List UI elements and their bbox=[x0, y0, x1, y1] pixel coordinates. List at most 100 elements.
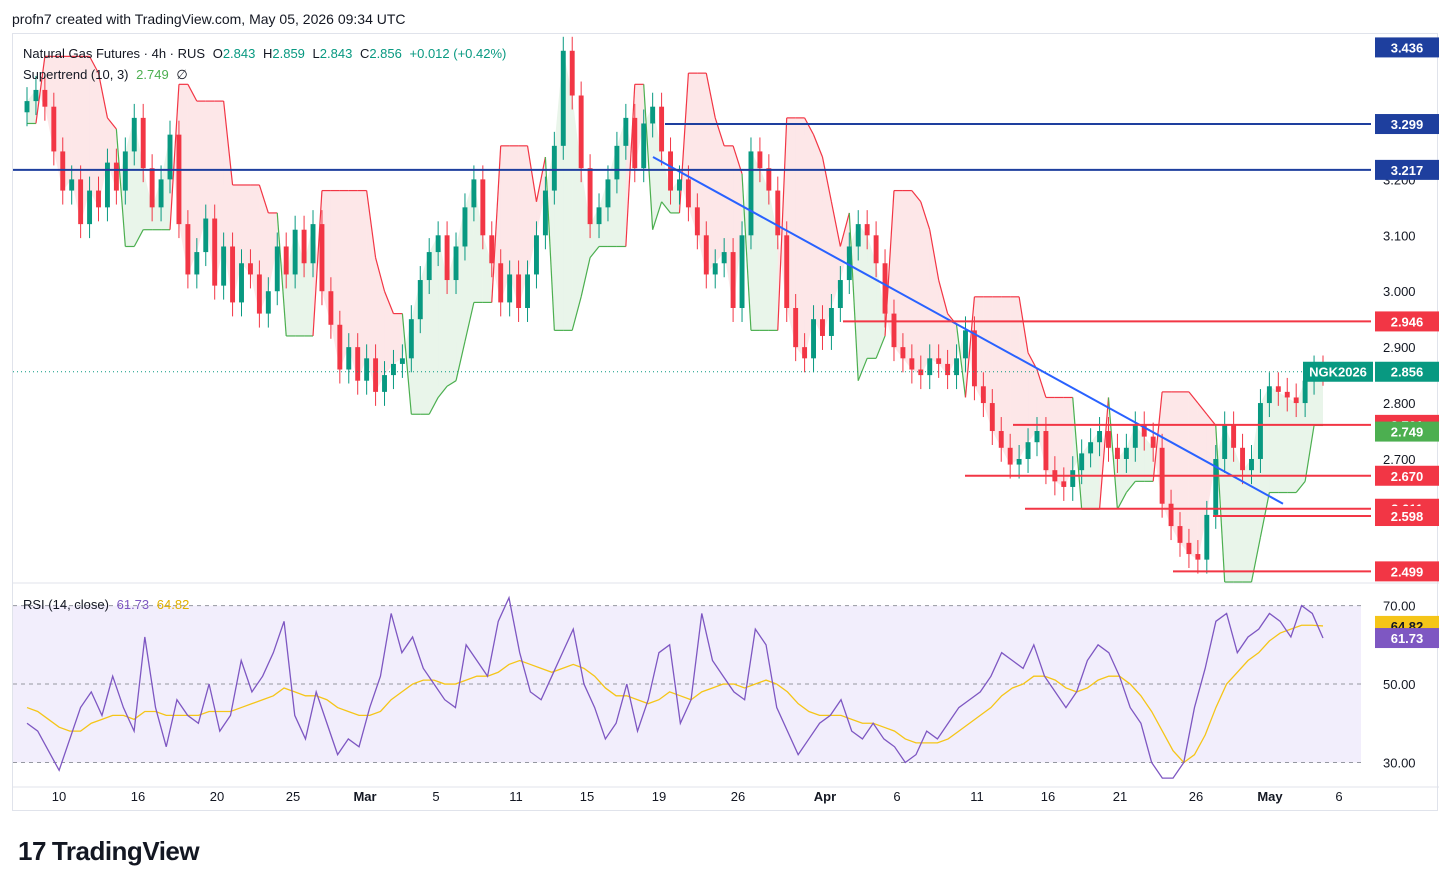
supertrend-line bbox=[812, 134, 824, 158]
time-tick-label: 16 bbox=[1041, 789, 1055, 804]
candle bbox=[685, 179, 691, 208]
candle bbox=[837, 280, 843, 308]
supertrend-fill bbox=[822, 157, 832, 336]
candle bbox=[1249, 458, 1254, 471]
candle bbox=[918, 369, 924, 376]
supertrend-fill bbox=[473, 179, 483, 303]
supertrend-line bbox=[383, 291, 395, 314]
candle bbox=[873, 235, 879, 264]
supertrend-extra: ∅ bbox=[176, 67, 188, 82]
supertrend-legend[interactable]: Supertrend (10, 3) 2.749 ∅ bbox=[23, 67, 192, 83]
supertrend-line bbox=[276, 212, 287, 337]
low-label: L bbox=[312, 46, 320, 61]
candle bbox=[96, 190, 101, 208]
candle bbox=[739, 235, 745, 308]
candle bbox=[900, 347, 906, 359]
close-label: C bbox=[359, 46, 370, 61]
price-badge bbox=[1375, 561, 1439, 582]
candle bbox=[551, 145, 557, 191]
candle bbox=[507, 274, 513, 303]
candle bbox=[596, 207, 602, 225]
candle bbox=[33, 89, 39, 102]
candle bbox=[1240, 447, 1246, 471]
time-tick-label: 21 bbox=[1113, 789, 1127, 804]
supertrend-fill bbox=[1019, 296, 1029, 459]
candle bbox=[239, 263, 244, 303]
rsi-legend[interactable]: RSI (14, close) 61.73 64.82 bbox=[23, 597, 193, 612]
supertrend-line bbox=[821, 156, 833, 202]
candle bbox=[426, 252, 432, 281]
time-tick-label: 26 bbox=[1189, 789, 1203, 804]
symbol-legend[interactable]: Natural Gas Futures · 4h · RUS O2.843 H2… bbox=[23, 46, 510, 61]
symbol-title: Natural Gas Futures · 4h · RUS bbox=[23, 46, 206, 61]
supertrend-line bbox=[911, 190, 922, 203]
supertrend-fill bbox=[1242, 458, 1252, 582]
candle bbox=[1293, 397, 1299, 404]
candle bbox=[980, 386, 986, 404]
candle bbox=[1007, 447, 1013, 465]
supertrend-label: Supertrend (10, 3) bbox=[23, 67, 129, 82]
price-chart[interactable]: 2.7002.8002.9003.0003.1003.20030.0050.00… bbox=[13, 34, 1439, 812]
time-tick-label: 5 bbox=[432, 789, 439, 804]
supertrend-line bbox=[312, 190, 323, 336]
symbol-badge bbox=[1303, 361, 1373, 382]
supertrend-line bbox=[661, 201, 671, 214]
supertrend-fill bbox=[277, 212, 287, 336]
candle bbox=[1141, 425, 1147, 437]
supertrend-line bbox=[1018, 296, 1029, 353]
supertrend-line bbox=[714, 117, 725, 147]
candle bbox=[641, 123, 647, 169]
supertrend-line bbox=[1250, 537, 1262, 583]
supertrend-fill bbox=[813, 134, 823, 336]
supertrend-line bbox=[938, 279, 949, 314]
supertrend-line bbox=[1206, 413, 1217, 426]
candle bbox=[87, 190, 93, 225]
time-tick-label: 6 bbox=[893, 789, 900, 804]
supertrend-line bbox=[133, 229, 144, 247]
candle bbox=[534, 235, 539, 275]
supertrend-line bbox=[857, 358, 868, 381]
price-badge-label: 2.499 bbox=[1391, 564, 1424, 579]
candle bbox=[1186, 542, 1192, 555]
candle bbox=[346, 347, 352, 370]
candle bbox=[650, 106, 656, 124]
candle bbox=[149, 168, 155, 208]
price-badge bbox=[1375, 465, 1439, 486]
price-badge-label: 2.749 bbox=[1391, 425, 1424, 440]
candle bbox=[632, 117, 638, 169]
candle bbox=[712, 263, 718, 275]
candle bbox=[301, 229, 307, 264]
supertrend-fill bbox=[581, 168, 591, 297]
supertrend-fill bbox=[348, 190, 358, 381]
supertrend-line bbox=[437, 385, 448, 398]
candle bbox=[757, 151, 763, 169]
price-tick-label: 2.800 bbox=[1383, 396, 1416, 411]
supertrend-line bbox=[625, 84, 636, 247]
candle bbox=[784, 235, 790, 308]
candle bbox=[247, 263, 253, 275]
candle bbox=[1034, 431, 1040, 443]
candle bbox=[1213, 458, 1219, 515]
candle bbox=[516, 274, 522, 308]
supertrend-fill bbox=[715, 117, 725, 264]
supertrend-line bbox=[526, 145, 538, 202]
supertrend-fill bbox=[1099, 397, 1109, 510]
candle bbox=[1195, 554, 1201, 560]
close-value: 2.856 bbox=[369, 46, 402, 61]
candle bbox=[945, 363, 951, 376]
candle bbox=[1275, 386, 1281, 392]
price-badge-label: 3.436 bbox=[1391, 40, 1424, 55]
supertrend-value: 2.749 bbox=[136, 67, 169, 82]
candle bbox=[1025, 442, 1031, 459]
supertrend-line bbox=[464, 302, 475, 342]
candle bbox=[1266, 386, 1272, 404]
rsi-ma-value: 64.82 bbox=[156, 597, 190, 612]
candle bbox=[828, 308, 834, 336]
supertrend-fill bbox=[920, 201, 930, 376]
chart-frame[interactable]: 2.700 2.800 2.900 3.000 3.100 3.200 30.00 50.00… bbox=[12, 33, 1439, 812]
tradingview-logo[interactable]: 17 TradingView bbox=[18, 836, 200, 867]
supertrend-fill bbox=[366, 190, 376, 392]
candle bbox=[212, 218, 218, 286]
price-badge-label: 2.598 bbox=[1391, 509, 1424, 524]
candle bbox=[882, 263, 888, 314]
